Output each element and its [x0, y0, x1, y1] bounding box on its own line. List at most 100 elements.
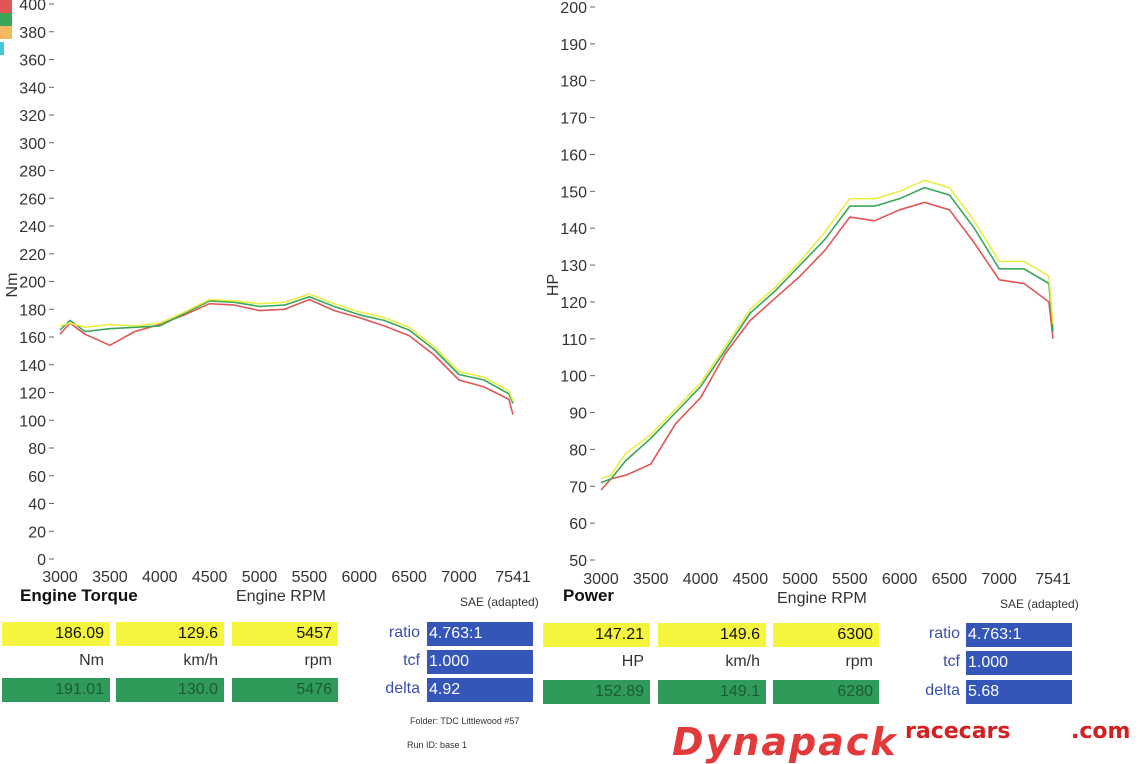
- power-unit-hp: HP: [621, 653, 644, 670]
- torque-xlabel: Engine RPM: [236, 588, 326, 605]
- watermark-com: .com: [1071, 719, 1131, 744]
- torque-rpm-value: 5457: [232, 622, 338, 646]
- power-delta-label: delta: [925, 682, 960, 699]
- torque-peak-value-2: 191.01: [2, 678, 110, 702]
- torque-ytick-label: 360: [19, 53, 46, 70]
- power-ytick-label: 50: [569, 553, 587, 570]
- power-xtick-label: 3500: [633, 571, 669, 588]
- power-ytick-label: 100: [560, 369, 587, 386]
- dynapack-logo: Dynapack: [672, 720, 898, 764]
- torque-peak-value: 186.09: [2, 622, 110, 646]
- power-ytick-label: 200: [560, 0, 587, 17]
- power-ytick-label: 170: [560, 111, 587, 128]
- torque-xtick-label: 7000: [441, 569, 477, 586]
- power-ytick-label: 120: [560, 295, 587, 312]
- torque-ytick-label: 200: [19, 275, 46, 292]
- power-rpm-value-2: 6280: [773, 680, 879, 704]
- torque-xtick-label: 5000: [242, 569, 278, 586]
- torque-ytick-label: 120: [19, 386, 46, 403]
- torque-xtick-label: 7541: [495, 569, 531, 586]
- torque-delta-label: delta: [385, 680, 420, 697]
- torque-ytick-label: 0: [37, 552, 46, 569]
- power-ytick-label: 80: [569, 442, 587, 459]
- torque-unit-nm: Nm: [79, 652, 104, 669]
- torque-ytick-label: 60: [28, 469, 46, 486]
- legend-swatch-red: [0, 0, 12, 13]
- torque-ytick-label: 100: [19, 413, 46, 430]
- power-tcf-value: 1.000: [966, 651, 1072, 675]
- torque-series-line-1: [59, 296, 514, 404]
- power-peak-value: 147.21: [543, 623, 650, 647]
- torque-ytick-label: 40: [28, 497, 46, 514]
- power-xtick-label: 4000: [683, 571, 719, 588]
- power-xtick-label: 6000: [882, 571, 918, 588]
- power-ytick-label: 140: [560, 221, 587, 238]
- power-unit-rpm: rpm: [845, 653, 873, 670]
- power-xtick-label: 3000: [583, 571, 619, 588]
- folder-text: Folder: TDC Littlewood #57: [410, 716, 520, 726]
- torque-ytick-label: 20: [28, 524, 46, 541]
- torque-ylabel: Nm: [4, 273, 21, 298]
- power-series-line-1: [600, 186, 1054, 484]
- torque-xtick-label: 4000: [142, 569, 178, 586]
- power-ytick-label: 130: [560, 258, 587, 275]
- power-xtick-label: 6500: [932, 571, 968, 588]
- power-rpm-value: 6300: [773, 623, 879, 647]
- torque-xtick-label: 3500: [92, 569, 128, 586]
- power-ytick-label: 190: [560, 37, 587, 54]
- power-xtick-label: 7000: [981, 571, 1017, 588]
- torque-tcf-label: tcf: [403, 652, 420, 669]
- torque-rpm-value-2: 5476: [232, 678, 338, 702]
- torque-speed-value: 129.6: [116, 622, 224, 646]
- torque-title: Engine Torque: [20, 586, 138, 605]
- run-id-text: Run ID: base 1: [407, 740, 468, 750]
- power-ytick-label: 180: [560, 74, 587, 91]
- torque-ytick-label: 240: [19, 219, 46, 236]
- power-xtick-label: 7541: [1035, 571, 1071, 588]
- legend-swatch-orange: [0, 26, 12, 39]
- torque-xtick-label: 3000: [42, 569, 78, 586]
- torque-series-line-2: [59, 298, 514, 415]
- torque-xtick-label: 4500: [192, 569, 228, 586]
- power-xlabel: Engine RPM: [777, 590, 867, 607]
- power-delta-value: 5.68: [966, 680, 1072, 704]
- torque-ratio-label: ratio: [388, 624, 420, 641]
- torque-ytick-label: 380: [19, 25, 46, 42]
- watermark-racecars: racecars: [905, 719, 1011, 744]
- torque-ytick-label: 180: [19, 302, 46, 319]
- torque-unit-rpm: rpm: [304, 652, 332, 669]
- power-peak-value-2: 152.89: [543, 680, 650, 704]
- power-ratio-value: 4.763:1: [966, 623, 1072, 647]
- power-ytick-label: 70: [569, 479, 587, 496]
- torque-delta-value: 4.92: [427, 678, 533, 702]
- power-speed-value: 149.6: [658, 623, 766, 647]
- torque-unit-kmh: km/h: [183, 652, 218, 669]
- power-sae-note: SAE (adapted): [1000, 597, 1079, 611]
- power-unit-kmh: km/h: [725, 653, 760, 670]
- power-speed-value-2: 149.1: [658, 680, 766, 704]
- torque-xtick-label: 6500: [391, 569, 427, 586]
- torque-ytick-label: 80: [28, 441, 46, 458]
- torque-ytick-label: 280: [19, 164, 46, 181]
- torque-ytick-label: 320: [19, 108, 46, 125]
- power-ratio-label: ratio: [928, 625, 960, 642]
- torque-ytick-label: 160: [19, 330, 46, 347]
- power-series-line-2: [600, 201, 1054, 491]
- torque-xtick-label: 5500: [292, 569, 328, 586]
- torque-ytick-label: 340: [19, 80, 46, 97]
- torque-ytick-label: 220: [19, 247, 46, 264]
- torque-ytick-label: 300: [19, 136, 46, 153]
- torque-sae-note: SAE (adapted): [460, 595, 539, 609]
- power-ytick-label: 90: [569, 406, 587, 423]
- torque-tcf-value: 1.000: [427, 650, 533, 674]
- power-series-line-0: [600, 179, 1054, 480]
- legend-swatch-green: [0, 13, 12, 26]
- power-tcf-label: tcf: [943, 653, 960, 670]
- torque-speed-value-2: 130.0: [116, 678, 224, 702]
- power-ytick-label: 110: [561, 332, 587, 349]
- power-xtick-label: 5500: [832, 571, 868, 588]
- power-ytick-label: 150: [560, 184, 587, 201]
- power-xtick-label: 5000: [782, 571, 818, 588]
- power-ylabel: HP: [545, 274, 562, 296]
